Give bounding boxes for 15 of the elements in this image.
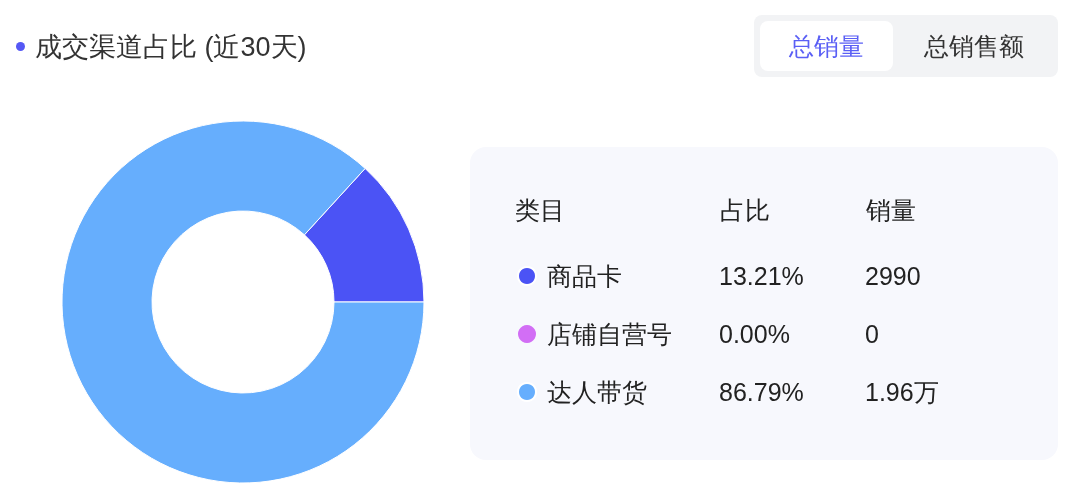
chart-title: 成交渠道占比 (近30天): [35, 31, 307, 64]
text: 1.96万: [865, 378, 939, 406]
legend-label: 达人带货: [547, 378, 647, 406]
selected-tab[interactable]: 总销量: [760, 21, 893, 71]
text: 0: [865, 320, 879, 348]
tab[interactable]: 总销售额: [899, 21, 1049, 71]
text: 0.00%: [719, 320, 790, 348]
data-label: 86.79%: [719, 378, 804, 406]
data-label: 13.21%: [719, 262, 804, 290]
legend-label: 商品卡: [547, 262, 622, 290]
legend-label: 店铺自营号: [547, 320, 672, 348]
text: 2990: [865, 262, 921, 290]
text: 销量: [866, 195, 916, 225]
text: 占比: [720, 195, 770, 225]
legend-title: 类目: [515, 195, 565, 225]
